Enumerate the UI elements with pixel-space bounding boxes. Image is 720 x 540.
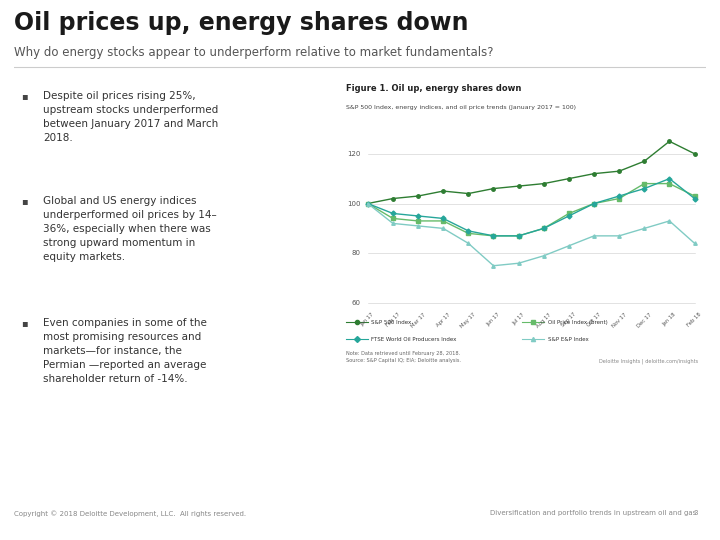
Text: ▪: ▪	[21, 195, 27, 206]
Text: Note: Data retrieved until February 28, 2018.
Source: S&P Capital IQ; EIA; Deloi: Note: Data retrieved until February 28, …	[346, 351, 461, 363]
Text: Oil Price Index (brent): Oil Price Index (brent)	[548, 320, 608, 325]
Text: 120: 120	[347, 151, 361, 157]
Text: Why do energy stocks appear to underperform relative to market fundamentals?: Why do energy stocks appear to underperf…	[14, 46, 494, 59]
Text: Oct 17: Oct 17	[586, 312, 602, 328]
Text: Copyright © 2018 Deloitte Development, LLC.  All rights reserved.: Copyright © 2018 Deloitte Development, L…	[14, 510, 246, 517]
Text: Figure 1. Oil up, energy shares down: Figure 1. Oil up, energy shares down	[346, 84, 521, 93]
Text: S&P 500 Index, energy indices, and oil price trends (January 2017 = 100): S&P 500 Index, energy indices, and oil p…	[346, 105, 576, 110]
Text: 60: 60	[351, 300, 361, 306]
Text: S&P 500 Index: S&P 500 Index	[372, 320, 412, 325]
Text: Oil prices up, energy shares down: Oil prices up, energy shares down	[14, 11, 469, 35]
Text: ▪: ▪	[21, 318, 27, 328]
Text: The March 2018 stock price of 18 upstream companies, with a combined market
capi: The March 2018 stock price of 18 upstrea…	[18, 426, 523, 464]
Text: ▪: ▪	[21, 91, 27, 100]
Text: 3: 3	[694, 510, 698, 516]
Text: Global and US energy indices
underperformed oil prices by 14–
36%, especially wh: Global and US energy indices underperfor…	[43, 195, 217, 261]
Text: Aug 17: Aug 17	[536, 312, 552, 328]
Text: S&P E&P Index: S&P E&P Index	[548, 337, 588, 342]
Text: 80: 80	[351, 250, 361, 256]
Text: Nov 17: Nov 17	[611, 312, 627, 328]
Text: Mar 17: Mar 17	[410, 312, 426, 328]
Text: Jan 18: Jan 18	[662, 312, 677, 327]
Text: Jan 17: Jan 17	[360, 312, 375, 327]
Text: 100: 100	[347, 200, 361, 206]
Text: Deloitte Insights | deloitte.com/insights: Deloitte Insights | deloitte.com/insight…	[599, 359, 698, 364]
Text: Despite oil prices rising 25%,
upstream stocks underperformed
between January 20: Despite oil prices rising 25%, upstream …	[43, 91, 218, 143]
Text: FTSE World Oil Producers Index: FTSE World Oil Producers Index	[372, 337, 456, 342]
Text: Jul 17: Jul 17	[512, 312, 526, 326]
Text: Jun 17: Jun 17	[486, 312, 501, 327]
Text: Feb 17: Feb 17	[385, 312, 401, 328]
Text: Apr 17: Apr 17	[435, 312, 451, 328]
Text: Sep 17: Sep 17	[561, 312, 577, 328]
Text: Feb 18: Feb 18	[687, 312, 703, 328]
Text: May 17: May 17	[460, 312, 477, 329]
Text: Dec 17: Dec 17	[636, 312, 652, 328]
Text: Even companies in some of the
most promising resources and
markets—for instance,: Even companies in some of the most promi…	[43, 318, 207, 384]
Text: Diversification and portfolio trends in upstream oil and gas: Diversification and portfolio trends in …	[490, 510, 696, 516]
